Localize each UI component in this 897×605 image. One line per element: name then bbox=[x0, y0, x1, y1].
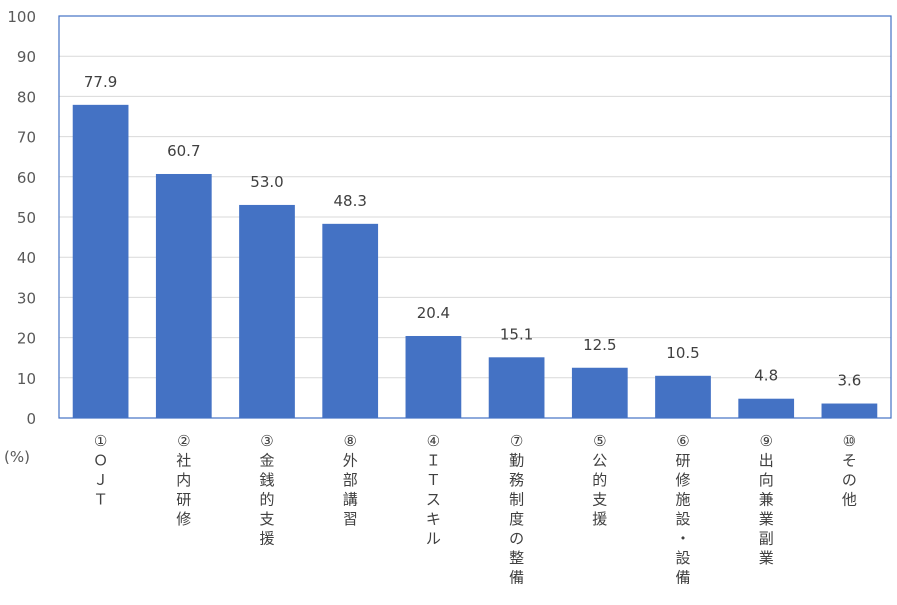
value-label: 53.0 bbox=[250, 173, 283, 191]
bar bbox=[738, 398, 795, 418]
bar bbox=[655, 375, 711, 418]
value-label: 48.3 bbox=[333, 192, 366, 210]
value-label: 15.1 bbox=[500, 325, 533, 343]
y-tick-label: 0 bbox=[26, 410, 36, 428]
bar bbox=[821, 403, 878, 418]
category-label: ③ 金銭的支援 bbox=[259, 432, 274, 548]
y-axis-ticks: 0 10 20 30 40 50 60 70 80 90 100 bbox=[7, 8, 36, 428]
category-label: ⑦ 勤務制度の整備 bbox=[509, 432, 524, 587]
bar bbox=[488, 357, 545, 418]
y-tick-label: 70 bbox=[17, 129, 36, 147]
value-label: 20.4 bbox=[417, 304, 450, 322]
category-label: ⑥ 研修施設・設備 bbox=[675, 432, 690, 587]
category-label: ⑤ 公的支援 bbox=[592, 432, 607, 528]
value-label: 3.6 bbox=[837, 372, 861, 390]
category-label: ⑨ 出向兼業副業 bbox=[759, 432, 774, 567]
value-label: 60.7 bbox=[167, 142, 200, 160]
plot-frame bbox=[58, 15, 892, 419]
category-label: ⑩ その他 bbox=[842, 432, 857, 509]
y-tick-label: 20 bbox=[17, 330, 36, 348]
y-tick-label: 100 bbox=[7, 8, 36, 26]
y-tick-label: 50 bbox=[17, 209, 36, 227]
y-tick-label: 80 bbox=[17, 88, 36, 106]
y-tick-label: 60 bbox=[17, 169, 36, 187]
y-unit-label: (%) bbox=[4, 448, 30, 466]
bar bbox=[322, 223, 379, 418]
category-label: ① ＯＪＴ bbox=[93, 432, 108, 509]
y-tick-label: 10 bbox=[17, 370, 36, 388]
category-labels: ① ＯＪＴ ② 社内研修 ③ 金銭的支援 ⑧ 外部講習 ④ ＩＴスキル ⑦ 勤務制度の整備 ⑤ 公的支援 ⑥… bbox=[93, 432, 857, 587]
bar bbox=[405, 335, 462, 418]
bar bbox=[155, 173, 212, 418]
value-label: 77.9 bbox=[84, 73, 117, 91]
bar bbox=[571, 367, 628, 418]
y-tick-label: 30 bbox=[17, 289, 36, 307]
category-label: ⑧ 外部講習 bbox=[343, 432, 358, 528]
bar bbox=[72, 104, 129, 418]
value-label: 12.5 bbox=[583, 336, 616, 354]
value-label: 10.5 bbox=[666, 344, 699, 362]
category-label: ④ ＩＴスキル bbox=[426, 432, 441, 548]
bar bbox=[239, 204, 295, 418]
y-tick-label: 90 bbox=[17, 48, 36, 66]
y-tick-label: 40 bbox=[17, 249, 36, 267]
value-labels: 77.9 60.7 53.0 48.3 20.4 15.1 12.5 10.5 4.8 3.6 bbox=[84, 73, 861, 390]
category-label: ② 社内研修 bbox=[176, 432, 191, 528]
bars bbox=[72, 104, 878, 418]
value-label: 4.8 bbox=[754, 367, 778, 385]
